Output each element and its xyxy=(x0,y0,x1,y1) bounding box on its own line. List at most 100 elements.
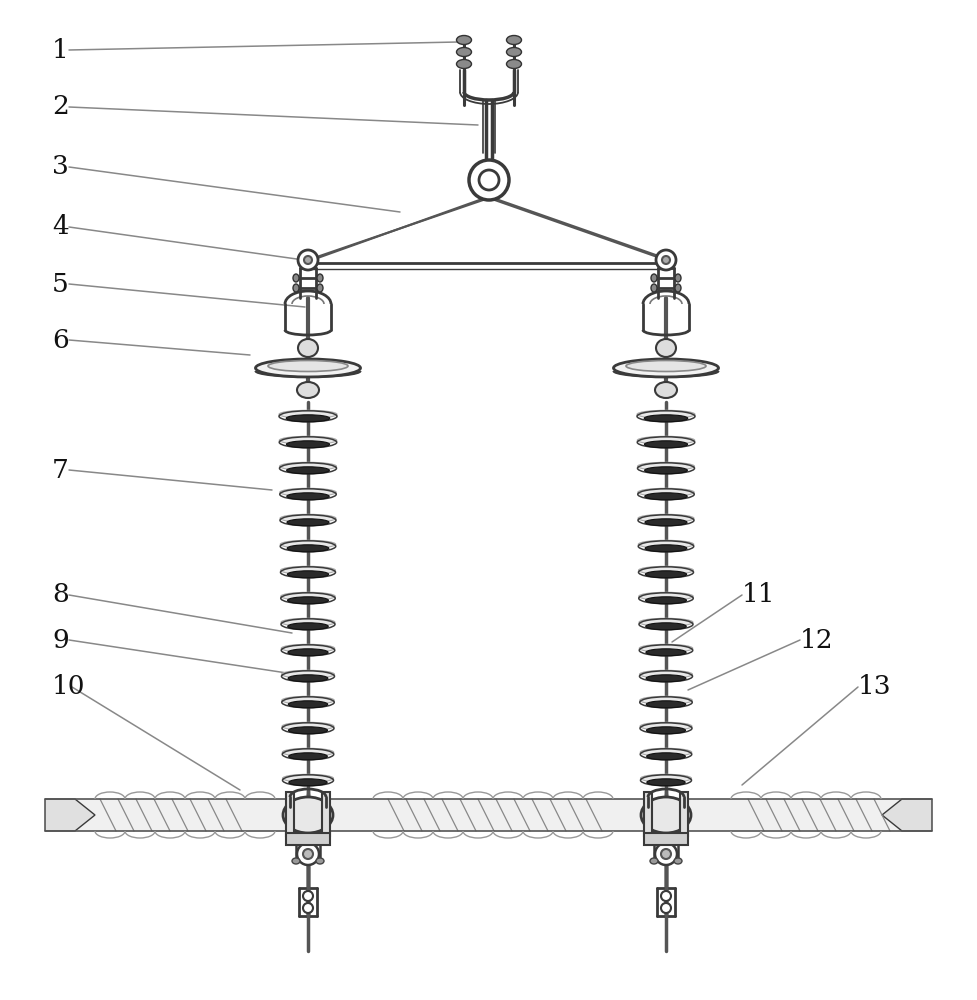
Ellipse shape xyxy=(279,514,336,522)
Ellipse shape xyxy=(506,60,521,68)
Ellipse shape xyxy=(292,858,300,864)
Ellipse shape xyxy=(287,649,327,656)
Ellipse shape xyxy=(674,274,680,282)
Ellipse shape xyxy=(278,410,337,418)
Ellipse shape xyxy=(317,274,322,282)
Circle shape xyxy=(479,170,498,190)
Ellipse shape xyxy=(281,670,334,678)
Ellipse shape xyxy=(317,284,322,292)
Ellipse shape xyxy=(282,774,333,782)
Ellipse shape xyxy=(255,359,361,377)
Ellipse shape xyxy=(640,748,691,756)
Ellipse shape xyxy=(281,722,334,730)
Ellipse shape xyxy=(639,722,692,730)
Ellipse shape xyxy=(636,410,695,418)
Ellipse shape xyxy=(644,415,687,422)
Text: 9: 9 xyxy=(52,628,68,652)
Ellipse shape xyxy=(646,753,685,760)
Ellipse shape xyxy=(282,797,332,833)
Ellipse shape xyxy=(279,488,336,496)
Ellipse shape xyxy=(637,436,694,444)
Ellipse shape xyxy=(644,441,687,448)
Text: 4: 4 xyxy=(52,215,68,239)
Ellipse shape xyxy=(645,571,686,578)
Bar xyxy=(298,820,318,842)
Ellipse shape xyxy=(456,60,471,68)
Ellipse shape xyxy=(298,339,318,357)
Ellipse shape xyxy=(645,519,686,526)
Ellipse shape xyxy=(638,566,693,574)
Polygon shape xyxy=(881,799,931,831)
Bar xyxy=(321,792,329,836)
Ellipse shape xyxy=(638,540,693,548)
Ellipse shape xyxy=(638,592,693,600)
Ellipse shape xyxy=(287,623,328,630)
Ellipse shape xyxy=(650,858,658,864)
Ellipse shape xyxy=(282,748,333,756)
Ellipse shape xyxy=(625,360,705,371)
Circle shape xyxy=(656,250,675,270)
Ellipse shape xyxy=(637,514,694,522)
Ellipse shape xyxy=(645,623,686,630)
Ellipse shape xyxy=(637,488,694,496)
Ellipse shape xyxy=(268,360,348,371)
Ellipse shape xyxy=(639,670,692,678)
Ellipse shape xyxy=(286,519,328,526)
Circle shape xyxy=(655,843,676,865)
Ellipse shape xyxy=(656,339,675,357)
Circle shape xyxy=(661,256,669,264)
Bar xyxy=(656,820,675,842)
Ellipse shape xyxy=(288,675,327,682)
Bar xyxy=(285,833,329,845)
Ellipse shape xyxy=(456,47,471,56)
Ellipse shape xyxy=(646,779,685,786)
Ellipse shape xyxy=(639,696,692,704)
Ellipse shape xyxy=(651,284,657,292)
Ellipse shape xyxy=(506,35,521,44)
Ellipse shape xyxy=(288,701,327,708)
Circle shape xyxy=(469,160,508,200)
Ellipse shape xyxy=(286,441,329,448)
Bar xyxy=(643,792,652,836)
Ellipse shape xyxy=(645,597,686,604)
Ellipse shape xyxy=(281,696,334,704)
Text: 11: 11 xyxy=(742,582,775,607)
Ellipse shape xyxy=(286,415,329,422)
Circle shape xyxy=(304,256,312,264)
Ellipse shape xyxy=(655,802,676,818)
Polygon shape xyxy=(45,799,95,831)
Ellipse shape xyxy=(651,274,657,282)
Ellipse shape xyxy=(638,618,693,626)
Ellipse shape xyxy=(644,467,687,474)
Ellipse shape xyxy=(287,571,328,578)
Text: 10: 10 xyxy=(52,674,85,700)
Text: 8: 8 xyxy=(52,582,68,607)
Ellipse shape xyxy=(637,462,694,470)
Text: 3: 3 xyxy=(52,154,68,180)
Text: 5: 5 xyxy=(52,271,68,296)
Ellipse shape xyxy=(640,797,691,833)
Ellipse shape xyxy=(293,274,299,282)
Text: 1: 1 xyxy=(52,37,68,62)
Circle shape xyxy=(660,891,670,901)
Circle shape xyxy=(660,903,670,913)
Circle shape xyxy=(303,849,313,859)
Ellipse shape xyxy=(645,545,686,552)
Ellipse shape xyxy=(297,382,319,398)
Ellipse shape xyxy=(280,566,335,574)
Ellipse shape xyxy=(639,644,692,652)
Ellipse shape xyxy=(646,727,685,734)
Ellipse shape xyxy=(287,597,328,604)
Ellipse shape xyxy=(613,359,718,377)
Ellipse shape xyxy=(279,436,336,444)
Bar xyxy=(285,792,294,836)
Ellipse shape xyxy=(644,493,687,500)
Ellipse shape xyxy=(316,858,323,864)
Circle shape xyxy=(297,843,319,865)
Ellipse shape xyxy=(293,284,299,292)
Ellipse shape xyxy=(288,727,327,734)
Text: 2: 2 xyxy=(52,95,68,119)
Ellipse shape xyxy=(281,644,334,652)
Ellipse shape xyxy=(640,774,691,782)
Ellipse shape xyxy=(674,284,680,292)
